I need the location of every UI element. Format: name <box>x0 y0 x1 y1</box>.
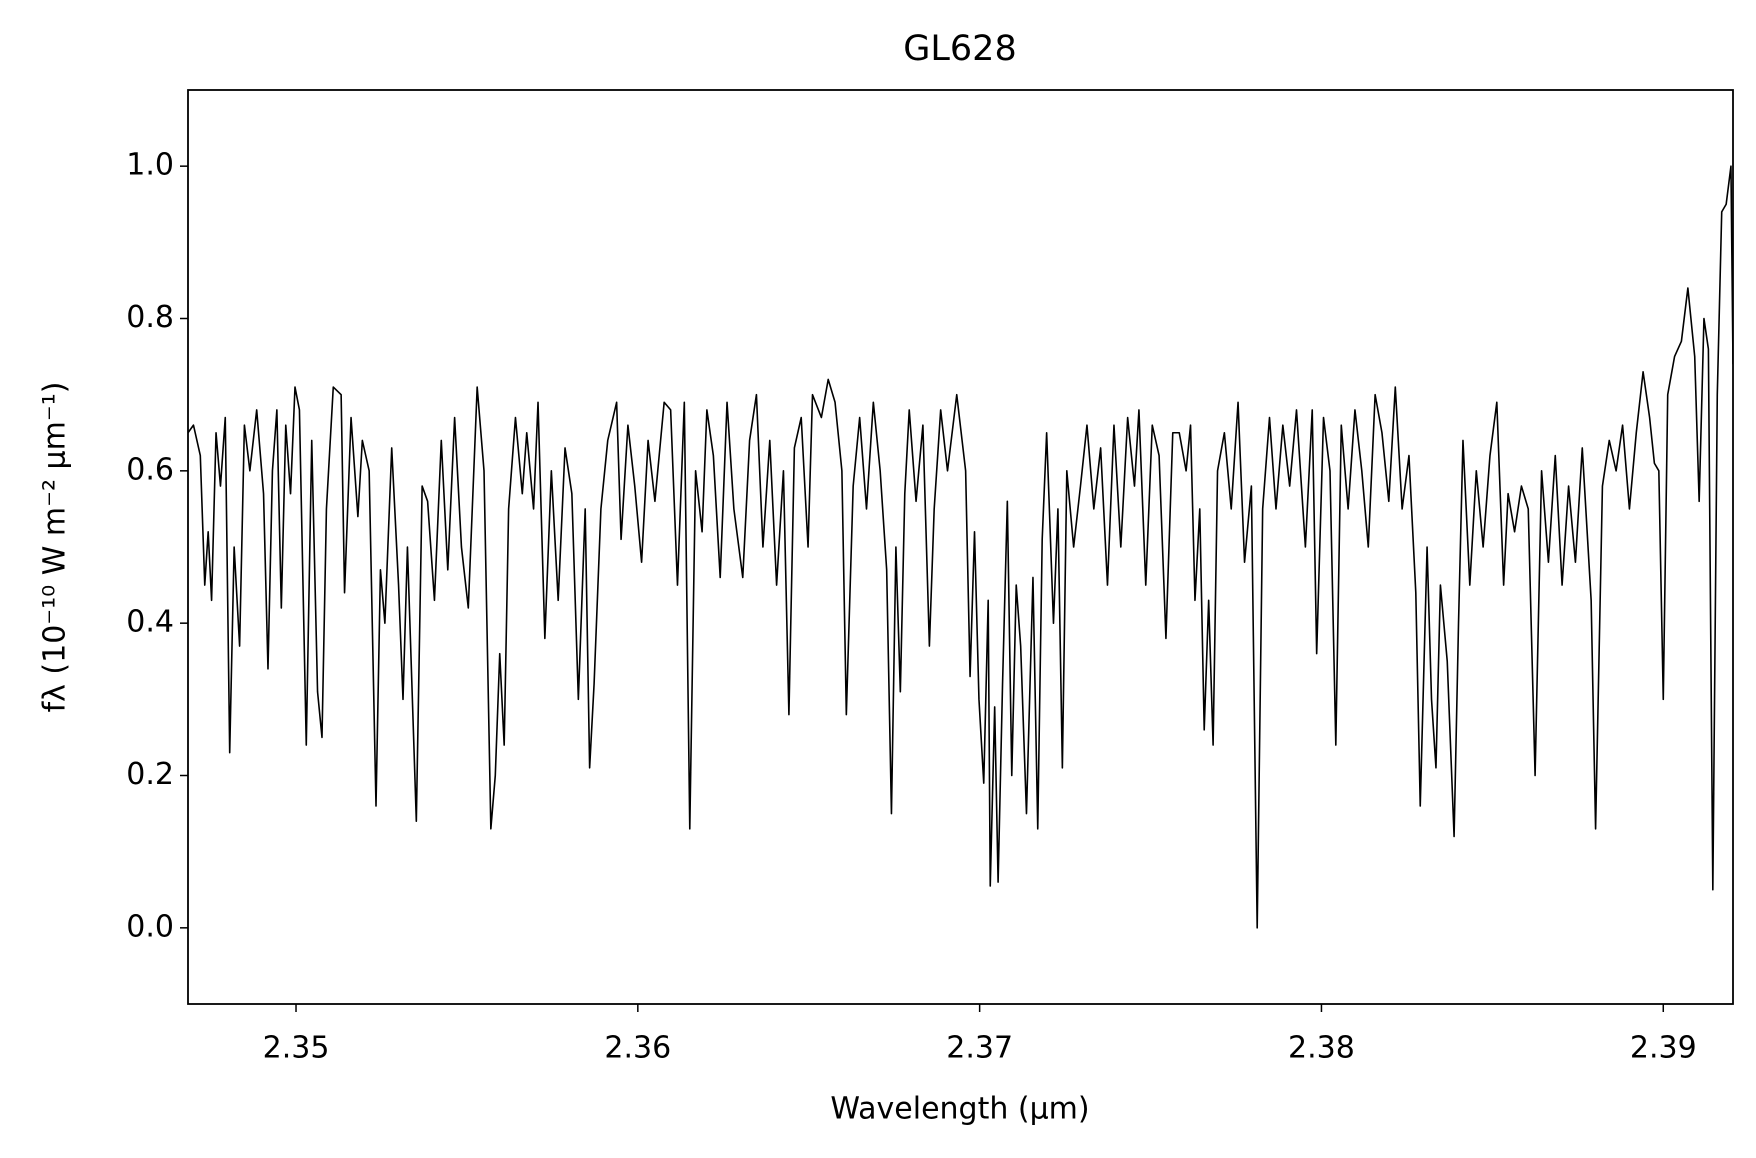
x-axis-label: Wavelength (μm) <box>830 1092 1089 1127</box>
x-tick-label: 2.39 <box>1630 1031 1697 1066</box>
y-tick-label: 0.6 <box>126 452 174 487</box>
y-tick-label: 0.2 <box>126 757 174 792</box>
y-tick-label: 0.8 <box>126 300 174 335</box>
x-tick-label: 2.36 <box>604 1031 671 1066</box>
x-tick-label: 2.38 <box>1288 1031 1355 1066</box>
x-tick-label: 2.37 <box>946 1031 1013 1066</box>
y-axis-label: fλ (10⁻¹⁰ W m⁻² μm⁻¹) <box>38 382 73 713</box>
x-tick-label: 2.35 <box>263 1031 330 1066</box>
spectrum-line <box>188 165 1733 929</box>
y-tick-label: 0.0 <box>126 909 174 944</box>
chart-title: GL628 <box>903 29 1016 69</box>
y-tick-label: 1.0 <box>126 148 174 183</box>
plot-frame <box>187 89 1734 1005</box>
y-tick-label: 0.4 <box>126 605 174 640</box>
